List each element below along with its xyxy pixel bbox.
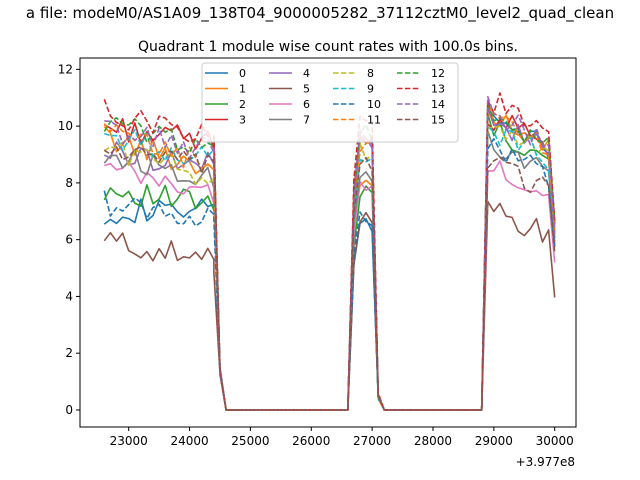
legend-label-3: 3 bbox=[239, 114, 246, 127]
legend-label-1: 1 bbox=[239, 83, 246, 96]
figure-suptitle: a file: modeM0/AS1A09_138T04_9000005282_… bbox=[26, 4, 614, 23]
chart-title: Quadrant 1 module wise count rates with … bbox=[138, 39, 518, 55]
y-tick-label: 2 bbox=[65, 346, 73, 360]
legend-label-14: 14 bbox=[431, 98, 445, 111]
x-tick-label: 30000 bbox=[536, 434, 574, 448]
legend-box bbox=[201, 62, 459, 143]
x-tick-label: 24000 bbox=[170, 434, 208, 448]
y-tick-label: 4 bbox=[65, 289, 73, 303]
x-tick-label: 23000 bbox=[110, 434, 148, 448]
legend-label-0: 0 bbox=[239, 67, 246, 80]
x-tick-label: 27000 bbox=[353, 434, 391, 448]
legend-label-8: 8 bbox=[367, 67, 374, 80]
y-tick-label: 8 bbox=[65, 176, 73, 190]
y-tick-label: 10 bbox=[58, 119, 73, 133]
y-tick-label: 6 bbox=[65, 233, 73, 247]
x-tick-label: 26000 bbox=[292, 434, 330, 448]
y-tick-label: 0 bbox=[65, 403, 73, 417]
x-tick-label: 28000 bbox=[414, 434, 452, 448]
x-offset-label: +3.977e8 bbox=[516, 455, 575, 469]
x-tick-label: 29000 bbox=[475, 434, 513, 448]
plot-frame bbox=[79, 57, 577, 428]
y-tick-label: 12 bbox=[58, 62, 73, 76]
legend-label-13: 13 bbox=[431, 83, 445, 96]
legend-label-9: 9 bbox=[367, 83, 374, 96]
legend-label-15: 15 bbox=[431, 114, 445, 127]
legend-label-6: 6 bbox=[303, 98, 310, 111]
y-axis: 0 2 4 6 8 10 12 bbox=[58, 62, 80, 417]
legend-label-7: 7 bbox=[303, 114, 310, 127]
legend-label-11: 11 bbox=[367, 114, 381, 127]
legend-label-12: 12 bbox=[431, 67, 445, 80]
legend-label-10: 10 bbox=[367, 98, 381, 111]
legend-label-5: 5 bbox=[303, 83, 310, 96]
series-layer bbox=[103, 92, 556, 411]
x-tick-label: 25000 bbox=[231, 434, 269, 448]
legend-label-2: 2 bbox=[239, 98, 246, 111]
series-line-15 bbox=[103, 146, 556, 411]
x-axis: 23000 24000 25000 26000 27000 28000 29000 30000 bbox=[110, 427, 574, 448]
legend-label-4: 4 bbox=[303, 67, 310, 80]
